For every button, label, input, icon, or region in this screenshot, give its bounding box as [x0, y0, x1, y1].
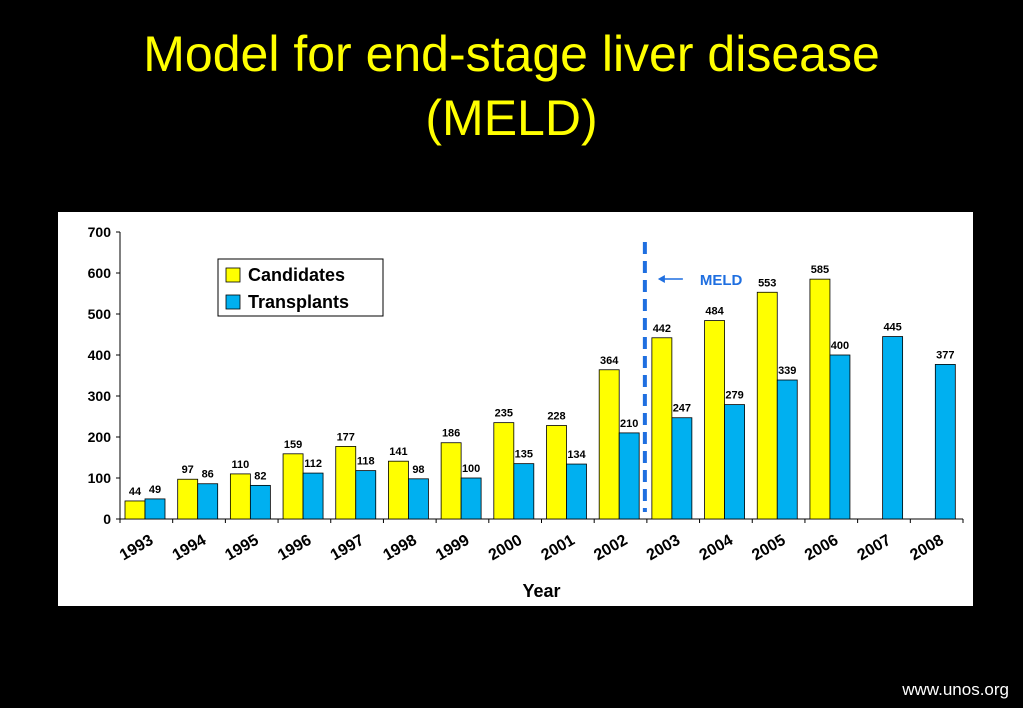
bar-candidates-1995 — [230, 474, 250, 519]
bar-candidates-2004 — [705, 321, 725, 519]
legend-swatch-candidates — [226, 268, 240, 282]
slide-title-line-1: Model for end-stage liver disease — [0, 22, 1023, 86]
bar-transplants-1995 — [250, 485, 270, 519]
data-label-candidates-2001: 228 — [547, 411, 565, 423]
data-label-transplants-1996: 112 — [304, 458, 322, 470]
bar-candidates-2003 — [652, 338, 672, 519]
bar-candidates-2000 — [494, 423, 514, 519]
data-label-transplants-2006: 400 — [831, 340, 849, 352]
data-label-transplants-2004: 279 — [725, 390, 743, 402]
legend-label-candidates: Candidates — [248, 265, 345, 285]
x-tick-label: 1998 — [380, 532, 419, 565]
legend-label-transplants: Transplants — [248, 292, 349, 312]
data-label-transplants-1995: 82 — [254, 470, 266, 482]
y-tick-label: 400 — [88, 347, 112, 363]
bar-candidates-1996 — [283, 454, 303, 519]
x-tick-label: 1999 — [433, 532, 472, 565]
bar-candidates-2001 — [547, 426, 567, 519]
y-tick-label: 600 — [88, 265, 112, 281]
data-label-candidates-2005: 553 — [758, 277, 776, 289]
bar-transplants-2002 — [619, 433, 639, 519]
data-label-transplants-2007: 445 — [883, 322, 901, 334]
data-label-candidates-1993: 44 — [129, 486, 142, 498]
data-label-transplants-1997: 118 — [357, 456, 375, 468]
bar-candidates-2006 — [810, 279, 830, 519]
source-credit: www.unos.org — [902, 680, 1009, 700]
y-tick-label: 0 — [103, 511, 111, 527]
bar-candidates-2005 — [757, 292, 777, 519]
bar-candidates-1997 — [336, 446, 356, 519]
x-tick-label: 2006 — [802, 532, 841, 565]
slide-title-line-2: (MELD) — [0, 86, 1023, 150]
bar-transplants-1994 — [198, 484, 218, 519]
bar-chart: 0 100 200 300 400 500 600 700 44 49 1993 97 86 1994 11… — [58, 212, 973, 606]
meld-annotation-label: MELD — [700, 272, 743, 289]
data-label-candidates-2002: 364 — [600, 355, 619, 367]
y-tick-label: 300 — [88, 388, 112, 404]
x-tick-label: 2002 — [591, 532, 630, 565]
data-label-transplants-2002: 210 — [620, 418, 638, 430]
x-tick-label: 2001 — [539, 532, 578, 565]
bar-transplants-1996 — [303, 473, 323, 519]
data-label-candidates-1999: 186 — [442, 428, 460, 440]
bar-transplants-2008 — [935, 364, 955, 519]
x-tick-label: 2003 — [644, 532, 683, 565]
x-tick-label: 2004 — [697, 532, 736, 565]
bar-transplants-2004 — [725, 405, 745, 519]
bar-transplants-1998 — [408, 479, 428, 519]
data-label-candidates-1995: 110 — [232, 459, 250, 471]
bar-candidates-1999 — [441, 443, 461, 519]
x-tick-label: 1994 — [170, 532, 209, 565]
bar-transplants-2000 — [514, 464, 534, 519]
slide-title: Model for end-stage liver disease (MELD) — [0, 22, 1023, 150]
data-label-candidates-1997: 177 — [337, 431, 355, 443]
y-tick-label: 700 — [88, 224, 112, 240]
bar-transplants-2007 — [883, 337, 903, 519]
data-label-candidates-1998: 141 — [389, 446, 407, 458]
legend-swatch-transplants — [226, 295, 240, 309]
data-label-transplants-2005: 339 — [778, 365, 796, 377]
x-tick-label: 1993 — [117, 532, 156, 565]
bar-candidates-1994 — [178, 479, 198, 519]
x-tick-label: 1995 — [222, 532, 261, 565]
bar-transplants-2006 — [830, 355, 850, 519]
data-label-candidates-2006: 585 — [811, 264, 829, 276]
y-tick-label: 100 — [88, 470, 112, 486]
data-label-transplants-1998: 98 — [412, 464, 424, 476]
bar-candidates-1998 — [388, 461, 408, 519]
data-label-candidates-2004: 484 — [705, 306, 724, 318]
data-label-transplants-2001: 134 — [567, 449, 586, 461]
x-tick-label: 2008 — [907, 532, 946, 565]
data-label-transplants-1993: 49 — [149, 484, 161, 496]
y-tick-label: 200 — [88, 429, 112, 445]
bar-transplants-2005 — [777, 380, 797, 519]
data-label-candidates-2003: 442 — [653, 323, 671, 335]
data-label-transplants-1994: 86 — [202, 469, 214, 481]
data-label-candidates-1996: 159 — [284, 439, 302, 451]
chart-panel: 0 100 200 300 400 500 600 700 44 49 1993 97 86 1994 11… — [58, 212, 973, 606]
data-label-transplants-2000: 135 — [515, 449, 533, 461]
data-label-candidates-1994: 97 — [182, 464, 194, 476]
x-tick-label: 2000 — [486, 532, 525, 565]
x-axis-label: Year — [522, 581, 560, 601]
data-label-transplants-2008: 377 — [936, 349, 954, 361]
bar-transplants-1997 — [356, 471, 376, 519]
x-tick-label: 1996 — [275, 532, 314, 565]
bar-transplants-1993 — [145, 499, 165, 519]
data-label-candidates-2000: 235 — [495, 408, 513, 420]
data-label-transplants-1999: 100 — [462, 463, 480, 475]
y-tick-label: 500 — [88, 306, 112, 322]
meld-arrow-head — [658, 275, 665, 283]
x-tick-label: 1997 — [328, 532, 367, 565]
bar-candidates-2002 — [599, 370, 619, 519]
bar-transplants-2001 — [567, 464, 587, 519]
bar-transplants-1999 — [461, 478, 481, 519]
data-label-transplants-2003: 247 — [673, 403, 691, 415]
x-tick-label: 2007 — [855, 532, 894, 565]
bar-candidates-1993 — [125, 501, 145, 519]
x-tick-label: 2005 — [749, 532, 788, 565]
bar-transplants-2003 — [672, 418, 692, 519]
